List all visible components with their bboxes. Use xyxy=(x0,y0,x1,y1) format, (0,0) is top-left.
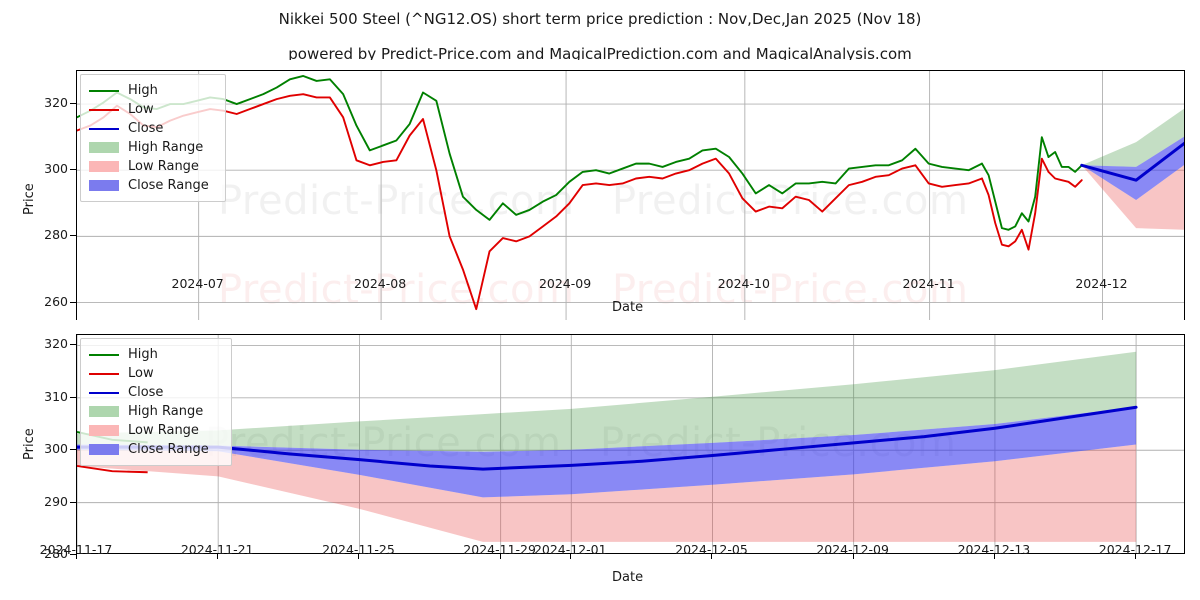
overview-legend-label: High Range xyxy=(128,140,204,155)
detail-y-tickmark xyxy=(70,501,76,503)
overview-y-tick-label: 320 xyxy=(44,95,68,111)
overview-legend-swatch-icon xyxy=(89,103,119,116)
detail-legend-item: Low xyxy=(89,364,222,383)
overview-legend-item: High xyxy=(89,81,216,100)
detail-y-tickmark xyxy=(70,396,76,398)
overview-legend-label: High xyxy=(128,83,158,98)
detail-legend-label: High xyxy=(128,347,158,362)
detail-legend-item: Low Range xyxy=(89,421,222,440)
detail-x-tickmark xyxy=(358,554,360,559)
overview-x-tick-label: 2024-09 xyxy=(538,276,592,291)
detail-y-tick-label: 320 xyxy=(44,336,68,352)
detail-y-tickmark xyxy=(70,554,76,555)
detail-y-tickmark xyxy=(70,449,76,451)
overview-x-axis-label: Date xyxy=(612,300,644,315)
detail-legend-label: High Range xyxy=(128,404,204,419)
detail-x-tick-label: 2024-12-01 xyxy=(533,542,607,557)
detail-x-tick-label: 2024-12-17 xyxy=(1098,542,1172,557)
detail-legend: High Low Close High Range Low Range Close Ran… xyxy=(80,338,232,466)
detail-x-tick-label: 2024-11-29 xyxy=(463,542,536,557)
detail-legend-swatch-icon xyxy=(89,443,119,456)
overview-panel: Predict-Price.com Predict-Price.com Pred… xyxy=(0,60,1200,333)
detail-x-tick-label: 2024-11-21 xyxy=(180,542,254,557)
overview-legend-item: High Range xyxy=(89,138,216,157)
overview-legend-label: Low xyxy=(128,102,154,117)
detail-legend-item: Close Range xyxy=(89,440,222,459)
overview-legend-item: Close Range xyxy=(89,176,216,195)
chart-title: Nikkei 500 Steel (^NG12.OS) short term p… xyxy=(278,10,922,28)
detail-legend-item: High xyxy=(89,345,222,364)
detail-y-tick-label: 290 xyxy=(44,493,68,509)
detail-legend-swatch-icon xyxy=(89,348,119,361)
overview-legend-swatch-icon xyxy=(89,141,119,154)
overview-legend-label: Close Range xyxy=(128,178,209,193)
detail-legend-label: Close Range xyxy=(128,442,209,457)
chart-subtitle: powered by Predict-Price.com and Magical… xyxy=(288,45,912,63)
detail-x-tick-label: 2024-12-05 xyxy=(675,542,748,557)
overview-y-axis-label: Price xyxy=(22,183,37,215)
overview-legend-item: Close xyxy=(89,119,216,138)
overview-legend: High Low Close High Range Low Range Close Ran… xyxy=(80,74,226,202)
detail-x-tickmark xyxy=(217,554,219,559)
detail-forecast-bands xyxy=(77,351,1137,542)
overview-x-tick-label: 2024-12 xyxy=(1075,276,1128,291)
detail-svg xyxy=(77,335,1184,553)
overview-y-tick-label: 280 xyxy=(44,227,68,243)
overview-legend-swatch-icon xyxy=(89,179,119,192)
detail-legend-label: Close xyxy=(128,385,164,400)
detail-legend-item: Close xyxy=(89,383,222,402)
detail-x-tickmark xyxy=(993,554,995,559)
overview-legend-item: Low Range xyxy=(89,157,216,176)
overview-legend-label: Close xyxy=(128,121,164,136)
detail-legend-label: Low xyxy=(128,366,154,381)
detail-x-tickmark xyxy=(1135,554,1137,559)
overview-forecast-bands xyxy=(1081,108,1184,230)
detail-y-tick-label: 300 xyxy=(44,441,68,457)
detail-x-tickmark xyxy=(570,554,572,559)
detail-y-tick-label: 310 xyxy=(44,388,68,404)
overview-plot-area xyxy=(76,70,1185,328)
detail-x-axis-label: Date xyxy=(612,570,644,585)
overview-y-tickmark xyxy=(70,103,76,105)
overview-y-tick-label: 300 xyxy=(44,161,68,177)
overview-legend-label: Low Range xyxy=(128,159,199,174)
overview-y-tick-label: 260 xyxy=(44,293,68,309)
detail-x-tick-label: 2024-12-09 xyxy=(816,542,889,557)
overview-legend-swatch-icon xyxy=(89,84,119,97)
overview-y-tickmark xyxy=(70,235,76,237)
overview-svg xyxy=(77,71,1184,327)
detail-legend-swatch-icon xyxy=(89,424,119,437)
overview-gridlines xyxy=(77,71,1184,327)
overview-y-tickmark xyxy=(70,301,76,303)
overview-y-tickmark xyxy=(70,169,76,171)
overview-legend-item: Low xyxy=(89,100,216,119)
detail-x-tickmark xyxy=(499,554,501,559)
detail-legend-swatch-icon xyxy=(89,405,119,418)
detail-y-axis-label: Price xyxy=(22,428,37,460)
detail-legend-swatch-icon xyxy=(89,367,119,380)
detail-plot-area xyxy=(76,334,1185,554)
detail-y-tickmark xyxy=(70,344,76,346)
overview-x-tick-label: 2024-11 xyxy=(902,276,955,291)
detail-x-tickmark xyxy=(76,554,77,559)
overview-legend-swatch-icon xyxy=(89,122,119,135)
overview-x-tick-label: 2024-07 xyxy=(171,276,224,291)
detail-x-tick-label: 2024-11-17 xyxy=(39,542,113,557)
detail-legend-swatch-icon xyxy=(89,386,119,399)
detail-x-tickmark xyxy=(852,554,854,559)
detail-legend-label: Low Range xyxy=(128,423,199,438)
overview-series-lines xyxy=(77,75,1184,311)
detail-x-tickmark xyxy=(711,554,713,559)
detail-x-tick-label: 2024-11-25 xyxy=(322,542,395,557)
detail-y-tick-label: 280 xyxy=(44,546,68,561)
detail-panel: Predict-Price.com Predict-Price.com 2802… xyxy=(0,320,1200,600)
detail-legend-item: High Range xyxy=(89,402,222,421)
overview-x-tick-label: 2024-10 xyxy=(717,276,770,291)
overview-legend-swatch-icon xyxy=(89,160,119,173)
detail-x-tick-label: 2024-12-13 xyxy=(957,542,1031,557)
overview-x-tick-label: 2024-08 xyxy=(353,276,407,291)
